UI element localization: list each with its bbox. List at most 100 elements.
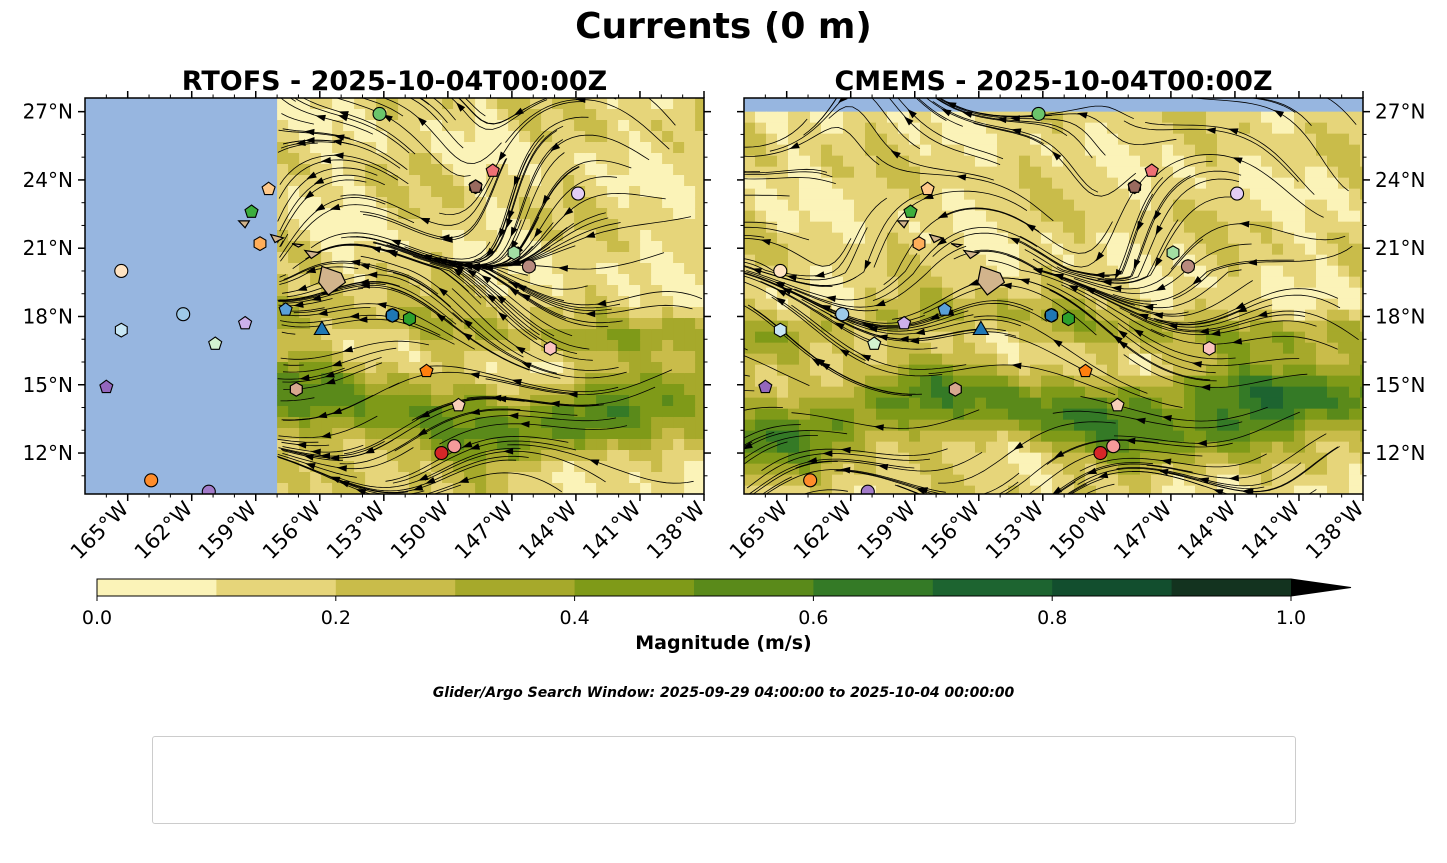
float-2903863 — [114, 322, 128, 338]
streamlines — [744, 98, 1359, 494]
x-tick-label: 156°W — [917, 496, 985, 564]
float-5904976 — [1031, 106, 1046, 121]
float-5906164 — [447, 439, 462, 454]
float-2903868 — [419, 363, 434, 378]
float-5906514 — [860, 484, 875, 494]
hawaii-islands — [896, 220, 1006, 296]
colorbar-segment — [932, 579, 1053, 596]
float-5906811 — [571, 186, 586, 201]
colorbar-extend-arrow — [1291, 579, 1351, 596]
float-5906402 — [99, 379, 114, 394]
float-5906811 — [1230, 186, 1245, 201]
hawaii-islands — [237, 220, 347, 296]
y-tick-label: 15°N — [23, 373, 73, 397]
colorbar-tick-label: 0.8 — [1037, 607, 1067, 629]
legend — [152, 736, 1296, 824]
x-tick-label: 162°W — [789, 496, 857, 564]
float-7901104 — [948, 381, 962, 397]
float-4903320 — [244, 204, 259, 218]
colorbar-segment — [1052, 579, 1173, 596]
y-tick-label: 18°N — [1375, 304, 1425, 328]
float-1902685 — [278, 302, 293, 316]
float-5905270 — [507, 245, 521, 261]
rtofs-map-panel: RTOFS - 2025-10-04T00:00Z 165°W162°W159°W… — [23, 66, 711, 564]
float-5906164 — [1106, 439, 1121, 454]
float-5905275 — [208, 336, 223, 350]
colorbar-segment — [694, 579, 814, 596]
float-5906156 — [485, 163, 500, 177]
colorbar-tick-label: 0.2 — [321, 607, 351, 629]
float-7901106 — [1110, 397, 1125, 412]
float-markers — [758, 106, 1245, 494]
float-6990589 — [1180, 259, 1196, 274]
float-sg626 — [972, 320, 990, 336]
float-5904976 — [372, 106, 387, 121]
y-tick-label: 15°N — [1375, 373, 1425, 397]
float-3902561 — [920, 181, 935, 196]
float-4903320 — [903, 204, 918, 218]
float-5906815 — [1127, 179, 1142, 193]
y-tick-label: 24°N — [23, 168, 73, 192]
y-tick-label: 12°N — [23, 441, 73, 465]
float-5906400 — [1202, 340, 1216, 356]
x-tick-label: 150°W — [386, 496, 454, 564]
y-tick-label: 21°N — [23, 236, 73, 260]
float-sg626 — [313, 320, 331, 336]
float-5906514 — [201, 484, 216, 494]
y-tick-label: 27°N — [1375, 100, 1425, 124]
y-tick-label: 24°N — [1375, 168, 1425, 192]
x-tick-label: 159°W — [853, 496, 921, 564]
float-1902685 — [937, 302, 952, 316]
x-tick-label: 138°W — [1301, 496, 1369, 564]
x-tick-label: 138°W — [642, 496, 710, 564]
colorbar-segment — [335, 579, 456, 596]
y-tick-label: 18°N — [23, 304, 73, 328]
x-tick-label: 141°W — [578, 496, 646, 564]
colorbar-segment — [97, 579, 217, 596]
x-tick-label: 165°W — [725, 496, 793, 564]
x-tick-label: 156°W — [258, 496, 326, 564]
colorbar-segment — [813, 579, 934, 596]
float-2903452 — [835, 307, 850, 322]
colorbar-segment — [1171, 579, 1292, 596]
colorbar-tick-label: 0.4 — [559, 607, 589, 629]
colorbar: 0.0 0.2 0.4 0.6 0.8 1.0 — [82, 578, 1352, 629]
x-tick-label: 147°W — [450, 496, 518, 564]
map-frame — [84, 97, 705, 495]
figure-title: Currents (0 m) — [575, 6, 872, 47]
float-5905746 — [1093, 445, 1108, 461]
float-3902613 — [114, 263, 129, 279]
x-tick-label: 150°W — [1045, 496, 1113, 564]
x-tick-label: 153°W — [981, 496, 1049, 564]
colorbar-tick-label: 1.0 — [1276, 607, 1306, 629]
float-4903175 — [402, 311, 416, 327]
float-5906815 — [468, 179, 483, 193]
float-2903868 — [1078, 363, 1093, 378]
colorbar-segment — [574, 579, 695, 596]
panel-title: RTOFS - 2025-10-04T00:00Z — [182, 66, 608, 97]
float-5906402 — [758, 379, 773, 394]
float-5906400 — [543, 340, 557, 356]
x-tick-label: 162°W — [130, 496, 198, 564]
float-3902613 — [773, 263, 788, 279]
colorbar-label: Magnitude (m/s) — [635, 632, 812, 654]
x-tick-label: 141°W — [1237, 496, 1305, 564]
float-3902374 — [144, 473, 159, 488]
x-tick-label: 144°W — [1173, 496, 1241, 564]
float-3902561 — [261, 181, 276, 196]
float-7901104 — [289, 381, 303, 397]
colorbar-segment — [455, 579, 576, 596]
float-1902649 — [385, 307, 399, 323]
map-frame — [743, 97, 1364, 495]
search-window-caption: Glider/Argo Search Window: 2025-09-29 04… — [432, 685, 1015, 701]
float-2903452 — [176, 307, 191, 322]
float-3902559 — [253, 236, 267, 252]
float-2903863 — [773, 322, 787, 338]
colorbar-tick-label: 0.6 — [798, 607, 828, 629]
colorbar-tick-label: 0.0 — [82, 607, 112, 629]
y-tick-label: 12°N — [1375, 441, 1425, 465]
y-tick-label: 21°N — [1375, 236, 1425, 260]
float-3902374 — [803, 473, 818, 488]
colorbar-segment — [216, 579, 337, 596]
x-tick-label: 165°W — [66, 496, 134, 564]
